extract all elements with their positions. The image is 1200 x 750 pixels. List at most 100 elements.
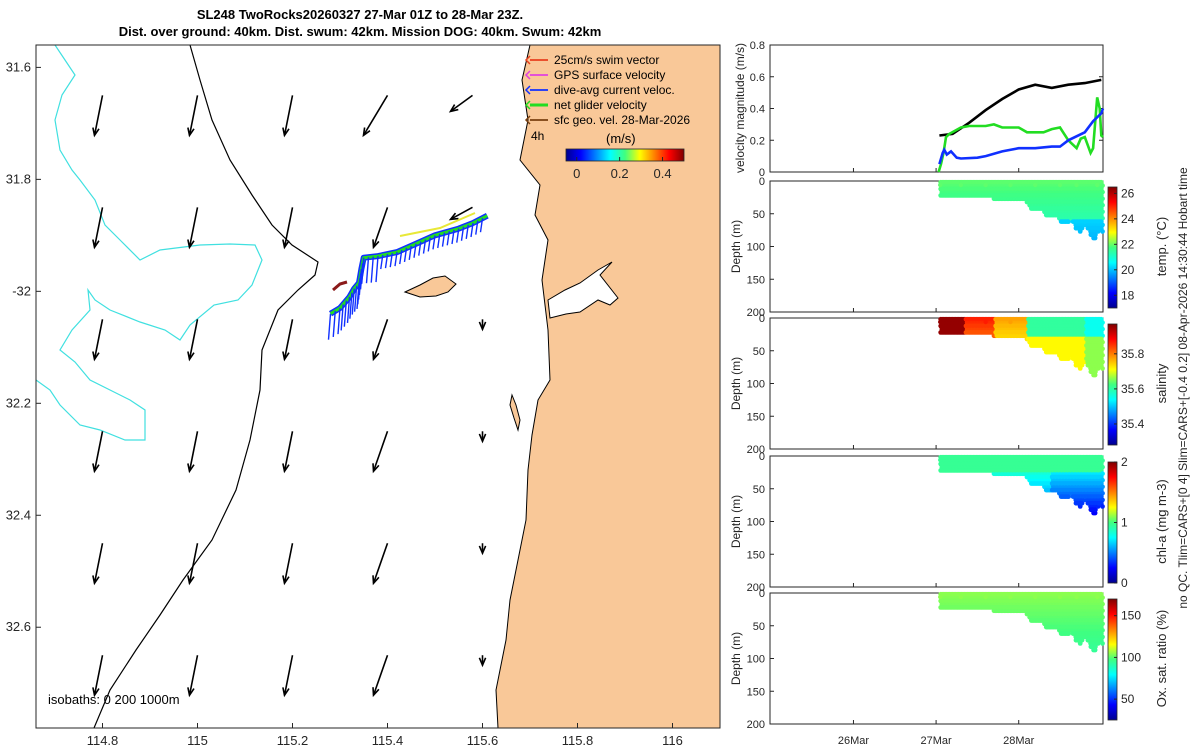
- depth-tick-label: 0: [759, 451, 765, 463]
- speed-colorbar-label: (m/s): [606, 131, 636, 146]
- legend-item: net glider velocity: [524, 98, 647, 112]
- dive-vector: [351, 288, 355, 315]
- section-colorbar: [1107, 323, 1118, 446]
- colorbar-label: salinity: [1154, 363, 1169, 403]
- surface-marker: [983, 319, 988, 325]
- depth-axis-label: Depth (m): [729, 632, 743, 685]
- surface-marker: [983, 182, 988, 188]
- velocity-series-line: [937, 97, 1104, 173]
- dive-vector: [456, 228, 460, 243]
- dive-vector: [441, 232, 446, 247]
- colorbar-label: temp. (°C): [1154, 217, 1169, 276]
- surface-marker: [958, 594, 964, 600]
- estuary: [547, 261, 619, 319]
- colorbar-tick-label: 35.4: [1121, 417, 1145, 431]
- dive-vector: [394, 252, 398, 267]
- depth-axis-label: Depth (m): [729, 495, 743, 548]
- geo-arrow: [372, 319, 389, 362]
- dive-vector: [365, 257, 370, 284]
- surface-marker: [1008, 457, 1013, 463]
- geo-arrow: [282, 207, 294, 250]
- glider-track: [329, 214, 488, 315]
- geo-arrow: [92, 543, 104, 586]
- legend-label: 25cm/s swim vector: [554, 53, 659, 67]
- surface-marker: [1074, 182, 1079, 188]
- depth-tick-label: 0: [759, 588, 765, 600]
- land-area: [495, 45, 720, 728]
- depth-tick-label: 50: [753, 346, 765, 358]
- colorbar-tick-label: 20: [1121, 263, 1135, 277]
- depth-tick-label: 150: [747, 686, 765, 698]
- geo-arrow: [448, 94, 473, 113]
- dive-vector: [353, 285, 358, 312]
- surface-marker: [1074, 594, 1079, 600]
- oxygen-section: 0 50 100 150 200 Depth (m) 50 100 150 Ox. sat. ra…: [729, 588, 1169, 731]
- salinity-section: 0 50 100 150 200 Depth (m) 35.4 35.6 35.8 salinit…: [729, 313, 1169, 456]
- title-line-2: Dist. over ground: 40km. Dist. swum: 42k…: [118, 24, 602, 39]
- geo-arrow: [187, 543, 199, 586]
- dive-vector: [332, 310, 336, 337]
- surface-marker: [1095, 457, 1100, 463]
- geo-arrow: [187, 207, 199, 250]
- geo-arrow: [92, 207, 104, 250]
- geo-arrow: [372, 654, 389, 698]
- depth-tick-label: 100: [747, 654, 765, 666]
- velocity-ylabel: velocity magnitude (m/s): [733, 43, 747, 173]
- colorbar-tick-label: 26: [1121, 186, 1135, 200]
- section-colorbar: [1107, 598, 1118, 721]
- section-profiles: [938, 179, 1105, 241]
- map-y-tick-label: 32.4: [6, 507, 31, 522]
- dive-vector: [413, 243, 417, 258]
- colorbar-tick-label: 0.2: [611, 166, 629, 181]
- depth-tick-label: 200: [747, 719, 765, 731]
- depth-tick-label: 100: [747, 242, 765, 254]
- depth-tick-label: 0: [759, 176, 765, 188]
- map-x-tick-label: 115.6: [467, 733, 499, 748]
- dive-vector: [427, 237, 431, 252]
- figure-title: SL248 TwoRocks20260327 27-Mar 01Z to 28-…: [0, 6, 720, 40]
- dive-vector: [437, 233, 441, 249]
- section-profiles: [938, 316, 1105, 378]
- temperature-section: 0 50 100 150 200 Depth (m) 18 20 22 24 26 temp. (°C…: [729, 176, 1169, 319]
- depth-axis-label: Depth (m): [729, 220, 743, 273]
- surface-marker: [983, 457, 988, 463]
- surface-marker: [1057, 594, 1063, 600]
- surface-marker: [938, 457, 943, 463]
- surface-marker: [1033, 457, 1038, 463]
- depth-tick-label: 150: [747, 274, 765, 286]
- legend-label: net glider velocity: [554, 98, 647, 112]
- colorbar-tick-label: 35.6: [1121, 382, 1145, 396]
- map-x-tick-label: 115.4: [372, 733, 404, 748]
- velocity-tick-label: 0.2: [750, 135, 765, 147]
- colorbar-label: Ox. sat. ratio (%): [1154, 610, 1169, 708]
- geo-arrow: [448, 206, 473, 221]
- legend-item: 25cm/s swim vector: [524, 53, 659, 67]
- map-x-ticks: 114.8 115 115.2 115.4 115.6 115.8 116: [87, 723, 683, 748]
- geo-arrow: [92, 95, 104, 138]
- dive-vector: [389, 253, 393, 268]
- depth-tick-label: 200: [747, 582, 765, 594]
- geo-arrow: [282, 543, 294, 586]
- surface-marker: [983, 594, 988, 600]
- map-y-tick-label: 32.2: [6, 395, 31, 410]
- geo-arrow: [372, 207, 389, 250]
- map-frame: [35, 44, 721, 729]
- dive-vector: [361, 257, 365, 284]
- geo-arrow: [187, 431, 199, 474]
- time-tick-label: 28Mar: [1003, 735, 1035, 747]
- isobath-1000m: [36, 45, 263, 441]
- legend-item: GPS surface velocity: [524, 68, 665, 82]
- dive-vector: [349, 292, 353, 319]
- geo-arrow: [362, 94, 389, 138]
- colorbar-tick-label: 0: [573, 166, 580, 181]
- depth-tick-label: 200: [747, 307, 765, 319]
- surface-marker: [958, 182, 964, 188]
- dive-vector: [408, 245, 412, 260]
- surface-marker: [938, 594, 943, 600]
- legend-label: dive-avg current veloc.: [554, 83, 675, 97]
- geo-arrow: [92, 655, 104, 698]
- surface-marker: [1033, 319, 1038, 325]
- map-y-tick-label: 31.6: [6, 59, 31, 74]
- geo-arrow: [478, 655, 487, 668]
- colorbar-tick-label: 0: [1121, 576, 1128, 590]
